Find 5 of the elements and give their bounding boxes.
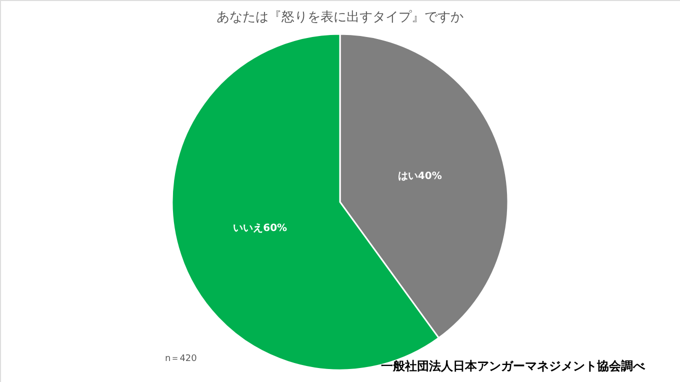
slice-label: いいえ60%	[233, 222, 288, 234]
text: n＝420	[165, 354, 198, 364]
chart-title: あなたは『怒りを表に出すタイプ』ですか	[216, 10, 464, 25]
text: 一般社団法人日本アンガーマネジメント協会調べ	[381, 359, 646, 373]
slice-label: はい40%	[398, 171, 442, 182]
